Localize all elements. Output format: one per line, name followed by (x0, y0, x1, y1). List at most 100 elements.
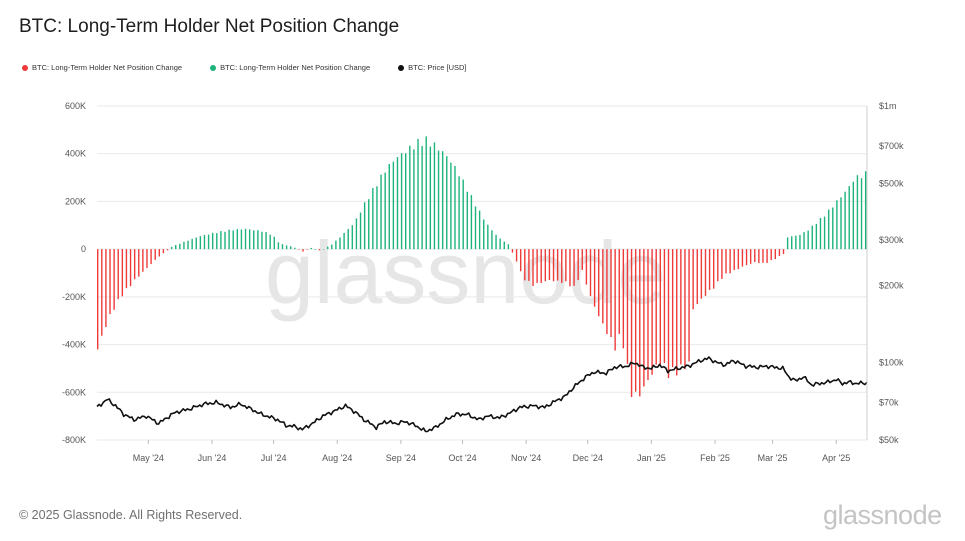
bar-positive (799, 234, 801, 250)
legend-swatch-red (22, 64, 28, 71)
bar-positive (462, 179, 464, 250)
bar-positive (433, 142, 436, 250)
bar-positive (499, 238, 501, 250)
bar-positive (413, 149, 415, 250)
bar-positive (363, 202, 366, 250)
bar-positive (832, 207, 834, 250)
bar-positive (240, 229, 243, 250)
bar-positive (265, 232, 267, 250)
bar-positive (368, 199, 370, 250)
bar-negative (125, 249, 128, 289)
bar-negative (618, 249, 620, 334)
bar-positive (815, 223, 818, 250)
bar-positive (359, 212, 362, 250)
y-left-tick-label: -600K (62, 387, 86, 397)
bar-positive (458, 176, 460, 250)
bar-negative (626, 249, 629, 364)
bar-positive (437, 150, 440, 250)
x-tick-label: Sep '24 (386, 453, 416, 463)
y-right-tick-label: $700k (879, 141, 904, 151)
bar-positive (409, 145, 411, 250)
bar-positive (175, 245, 177, 250)
bar-negative (614, 249, 616, 351)
bar-negative (643, 249, 645, 387)
chart-title: BTC: Long-Term Holder Net Position Chang… (19, 16, 400, 37)
y-right-tick-label: $70k (879, 397, 899, 407)
bar-negative (745, 249, 748, 266)
bar-positive (228, 229, 230, 250)
bar-positive (860, 178, 863, 250)
bar-negative (581, 249, 583, 270)
bar-negative (700, 249, 703, 299)
bar-positive (199, 236, 202, 250)
bar-positive (248, 229, 251, 250)
legend-item-lth-negative[interactable]: BTC: Long-Term Holder Net Position Chang… (22, 63, 182, 72)
bar-negative (109, 249, 111, 315)
bar-negative (556, 249, 559, 281)
bar-negative (318, 249, 321, 251)
bar-negative (298, 249, 300, 250)
bar-positive (285, 245, 288, 250)
bar-negative (162, 249, 165, 254)
bar-negative (565, 249, 567, 282)
bar-negative (713, 249, 715, 289)
bar-negative (692, 249, 694, 310)
bar-negative (544, 249, 547, 282)
bar-positive (503, 241, 505, 250)
y-right-tick-label: $50k (879, 435, 899, 445)
legend-label: BTC: Long-Term Holder Net Position Chang… (32, 63, 183, 72)
legend-swatch-green (210, 64, 217, 71)
watermark-text: glassnode (265, 223, 666, 322)
bar-negative (639, 249, 641, 397)
bar-positive (507, 244, 510, 250)
bar-positive (388, 164, 390, 250)
bar-positive (326, 246, 329, 250)
bar-positive (322, 249, 325, 250)
bar-negative (762, 249, 764, 263)
bar-positive (786, 237, 789, 250)
bar-negative (647, 249, 649, 380)
x-tick-label: Nov '24 (511, 453, 541, 463)
bar-negative (630, 249, 633, 397)
bar-negative (770, 249, 772, 261)
bar-negative (113, 249, 115, 310)
y-right-tick-label: $100k (879, 358, 904, 368)
y-left-tick-label: -200K (62, 292, 86, 302)
y-left-tick-label: -400K (62, 340, 86, 350)
bar-series (97, 136, 867, 397)
x-tick-label: Dec '24 (573, 453, 603, 463)
bar-positive (203, 234, 206, 250)
bar-negative (696, 249, 698, 305)
legend-item-price[interactable]: BTC: Price [USD] (398, 63, 467, 72)
bar-positive (310, 247, 312, 250)
bar-negative (133, 249, 136, 280)
x-tick-label: Jun '24 (198, 453, 227, 463)
bar-positive (244, 228, 247, 250)
bar-negative (306, 249, 308, 250)
x-tick-label: Apr '25 (822, 453, 850, 463)
bar-positive (495, 234, 497, 250)
bar-negative (154, 249, 156, 260)
bar-negative (129, 249, 132, 287)
bar-positive (273, 236, 275, 250)
bar-positive (331, 244, 333, 250)
legend-item-lth-positive[interactable]: BTC: Long-Term Holder Net Position Chang… (210, 63, 370, 72)
bar-negative (754, 249, 756, 263)
bar-negative (676, 249, 678, 376)
bar-negative (774, 249, 776, 260)
copyright-text: © 2025 Glassnode. All Rights Reserved. (19, 508, 243, 522)
bar-negative (540, 249, 542, 284)
bar-positive (791, 236, 793, 250)
chart-legend: BTC: Long-Term Holder Net Position Chang… (22, 63, 467, 72)
bar-positive (819, 217, 822, 250)
bar-positive (454, 166, 456, 250)
bar-positive (396, 157, 399, 250)
bar-positive (355, 218, 358, 250)
legend-label: BTC: Long-Term Holder Net Position Chang… (220, 63, 371, 72)
bar-negative (511, 249, 514, 253)
bar-negative (749, 249, 752, 264)
bar-negative (651, 249, 653, 375)
bar-positive (478, 210, 481, 250)
bar-positive (347, 228, 349, 250)
bar-positive (269, 234, 271, 250)
